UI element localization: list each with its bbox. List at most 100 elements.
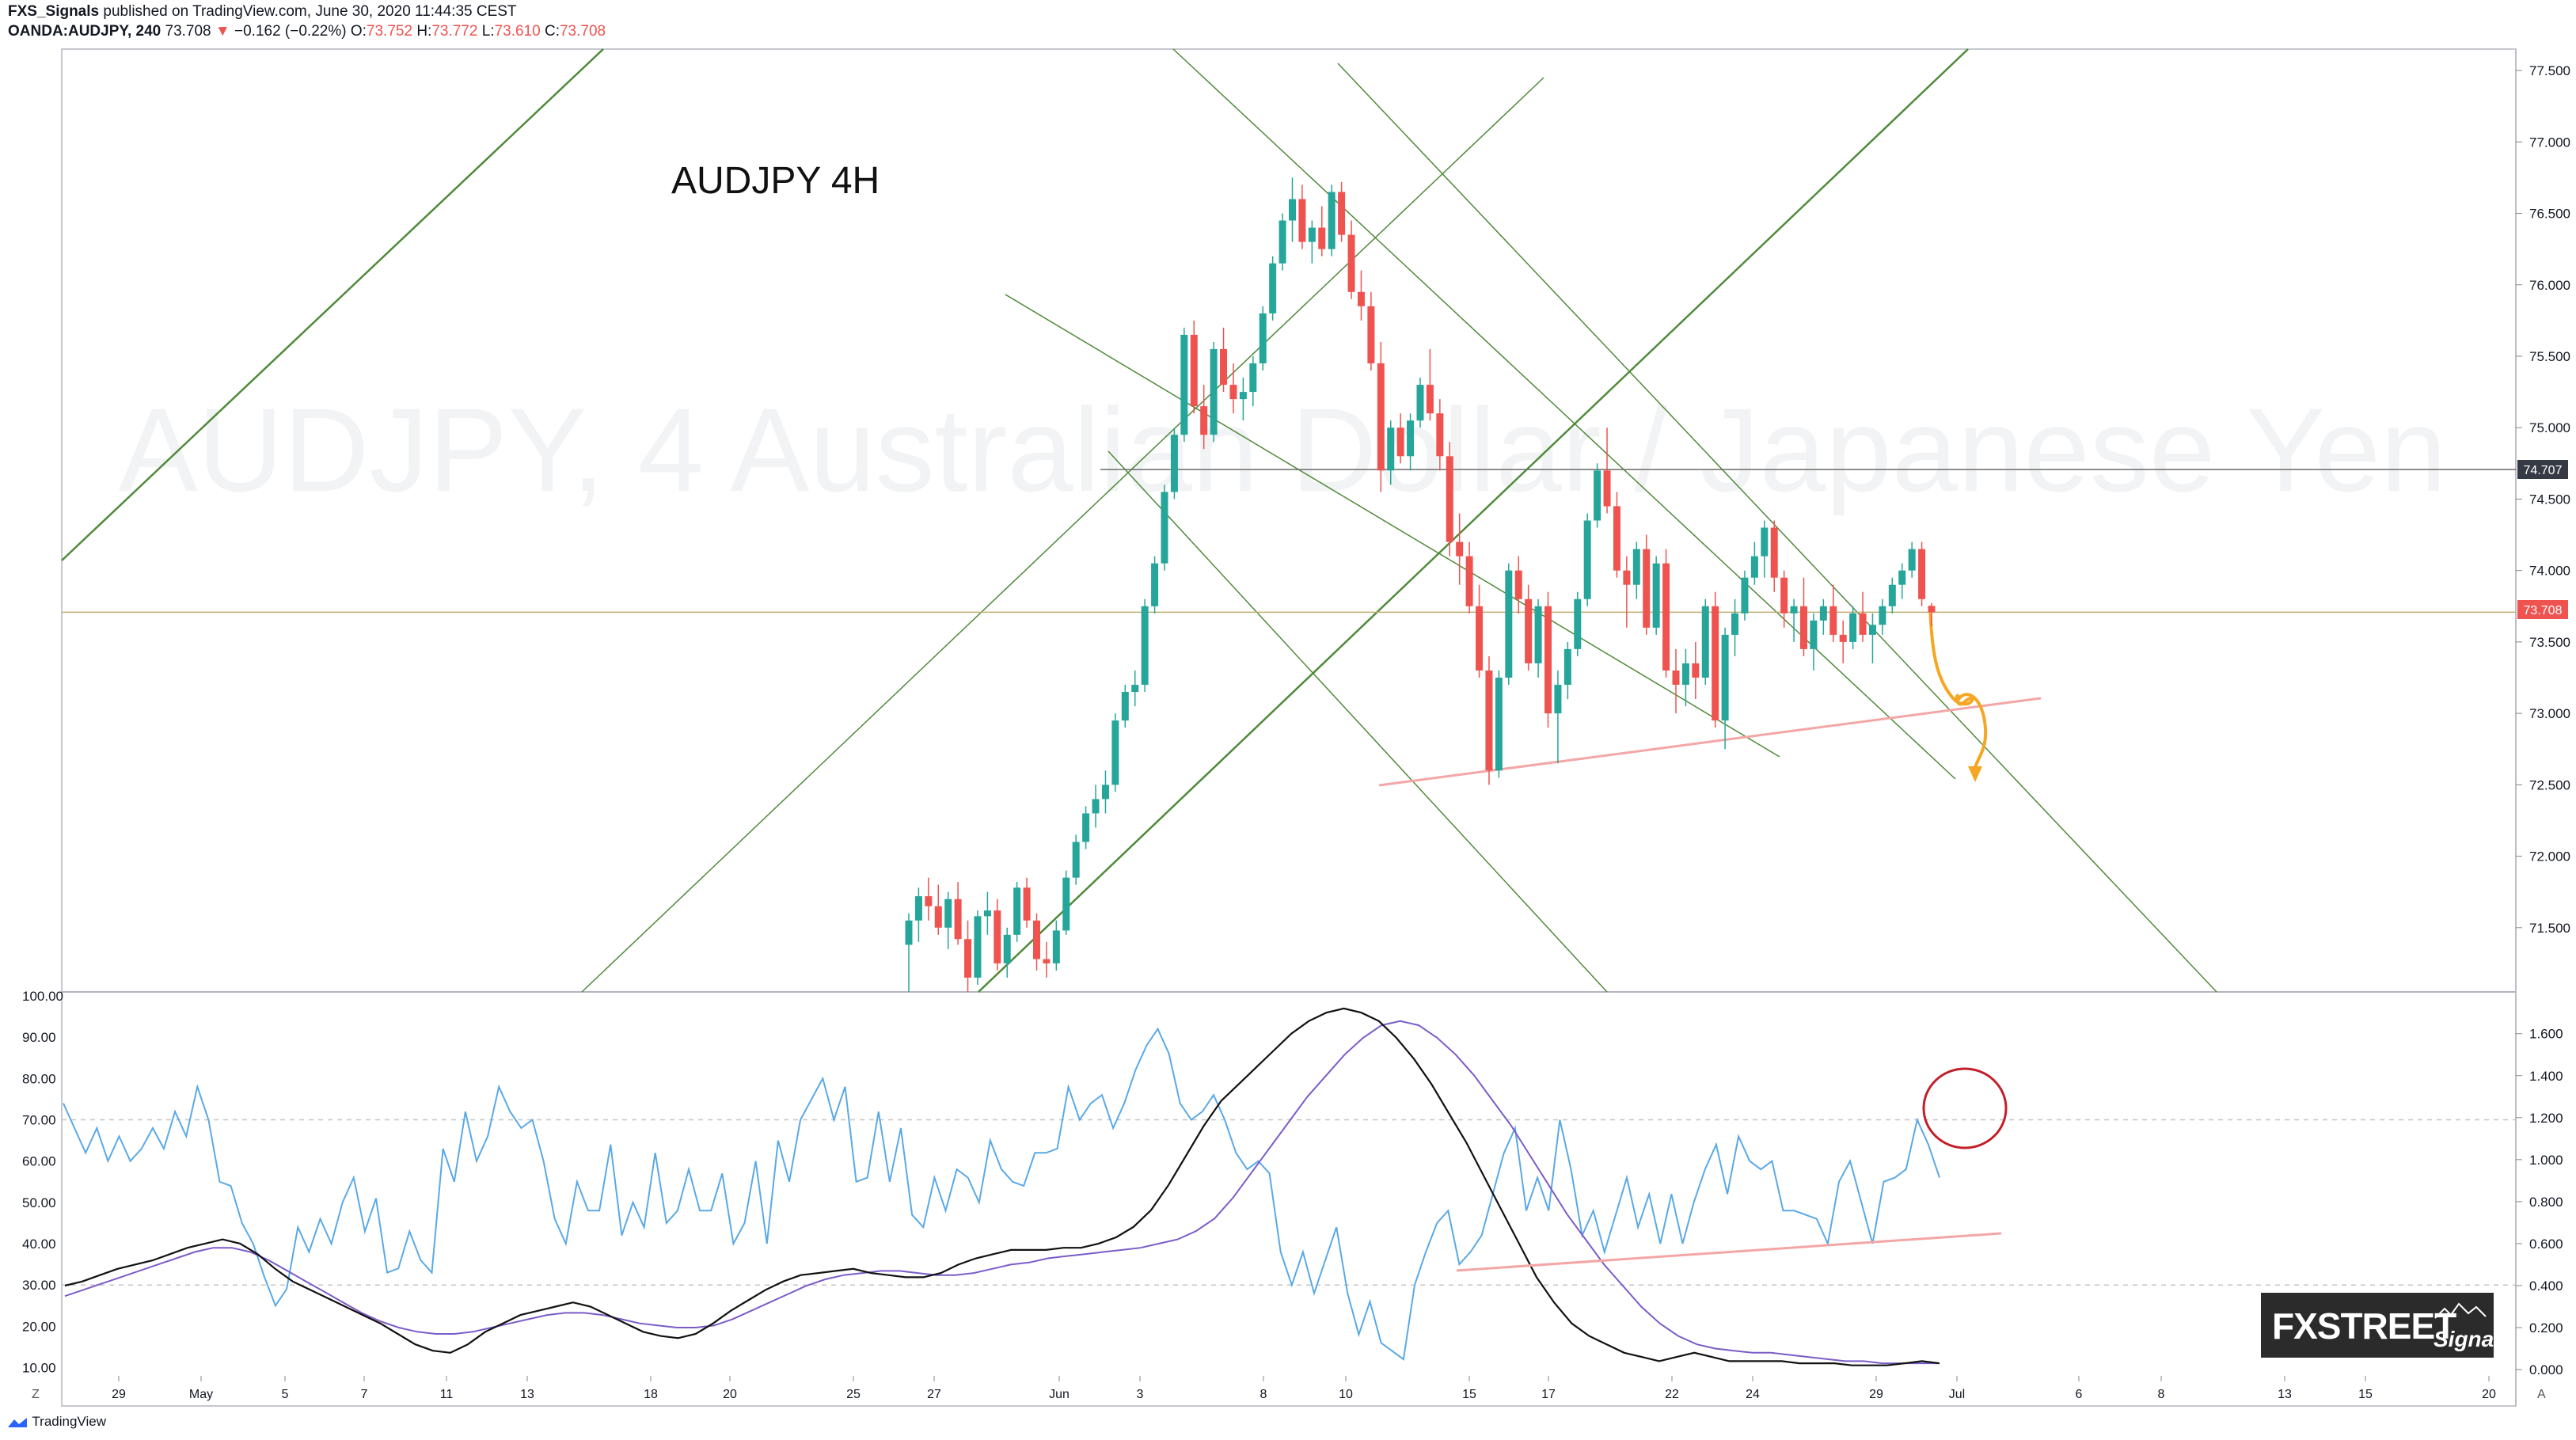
candle-body	[1672, 670, 1680, 686]
indicator-pane[interactable]	[62, 1007, 2516, 1366]
publisher-name[interactable]: FXS_Signals	[8, 3, 100, 20]
candle-body	[1338, 192, 1346, 235]
candle	[1298, 184, 1306, 249]
candle	[1456, 513, 1464, 585]
candle	[1741, 570, 1749, 621]
candle-body	[1839, 634, 1847, 642]
candle-body	[1101, 785, 1109, 800]
tradingview-brand: TradingView	[32, 1414, 106, 1429]
candle-body	[1308, 227, 1316, 242]
open-label: O:	[350, 23, 367, 40]
price-tick-label: 72.500	[2529, 777, 2570, 792]
indicator-left-tick: 30.00	[22, 1278, 56, 1293]
candle	[1446, 442, 1453, 557]
candle	[1868, 613, 1876, 663]
candle	[1780, 570, 1788, 628]
candle-body	[1603, 470, 1611, 507]
candle	[1249, 355, 1257, 407]
candle	[1701, 598, 1709, 686]
candle-body	[1229, 385, 1237, 400]
black-average-line	[64, 1007, 1940, 1366]
stochastic-line	[63, 1027, 1940, 1361]
candle-body	[1800, 606, 1807, 649]
candle-body	[1819, 606, 1827, 621]
candle-body	[925, 896, 933, 906]
indicator-right-axis: 1.600 1.400 1.200 1.000 0.800 0.600 0.400 0.200…	[2516, 1027, 2563, 1377]
candle	[1712, 591, 1719, 728]
support-trendline	[1378, 697, 2042, 787]
price-tick-label: 77.500	[2529, 63, 2570, 78]
indicator-left-tick: 20.00	[22, 1319, 56, 1334]
candle	[1563, 641, 1571, 700]
candle-body	[1761, 527, 1769, 557]
indicator-support-trendline	[1456, 1232, 2002, 1272]
indicator-left-tick: 40.00	[22, 1237, 56, 1252]
candle	[905, 913, 913, 992]
time-tick-label: 22	[1665, 1388, 1679, 1401]
fxstreet-logo-art: FXSTREET Signals	[2272, 1302, 2513, 1351]
candle-body	[1750, 556, 1758, 578]
candle	[1377, 341, 1385, 492]
candle	[1229, 363, 1237, 414]
candle	[1839, 620, 1847, 663]
time-tick-label: 8	[2158, 1388, 2165, 1401]
candle-body	[1013, 887, 1021, 935]
candle	[1407, 413, 1415, 471]
candle-body	[1200, 406, 1208, 435]
symbol-label[interactable]: OANDA:AUDJPY, 240	[8, 23, 161, 40]
candle-body	[1072, 842, 1080, 878]
candle-body	[1741, 577, 1749, 614]
candle-body	[1662, 563, 1670, 671]
close-label: C:	[544, 23, 560, 40]
candle	[1800, 577, 1807, 656]
publish-text: published on TradingView.com, June 30, 2…	[103, 3, 517, 20]
trend-drawings[interactable]	[61, 48, 2217, 993]
candle-body	[1810, 620, 1818, 649]
z-button[interactable]: Z	[32, 1388, 40, 1401]
indicator-left-tick: 90.00	[22, 1030, 56, 1045]
candle-body	[1908, 549, 1916, 571]
time-tick-label: 15	[1462, 1388, 1476, 1401]
indicator-right-tick: 1.600	[2529, 1027, 2563, 1042]
candle-body	[1731, 613, 1739, 635]
candle	[1554, 670, 1562, 764]
price-tick-label: 73.500	[2529, 635, 2570, 650]
price-tick-label: 71.500	[2529, 921, 2570, 936]
candle	[1534, 598, 1542, 678]
candle	[1662, 549, 1670, 678]
candle	[1544, 591, 1552, 728]
price-axis[interactable]: 77.500 77.000 76.500 76.000 75.500 75.000 74.5…	[2516, 63, 2570, 936]
candle	[1908, 541, 1916, 578]
candle-body	[1180, 334, 1188, 435]
chart-title: AUDJPY 4H	[671, 160, 880, 202]
candle-body	[1043, 959, 1051, 963]
indicator-right-tick: 1.000	[2529, 1153, 2563, 1168]
candle	[1672, 648, 1680, 714]
candle-body	[1269, 263, 1277, 313]
time-tick-label: 11	[440, 1388, 454, 1401]
a-button[interactable]: A	[2537, 1388, 2546, 1401]
time-tick-label: 3	[1137, 1388, 1144, 1401]
time-tick-label: 27	[927, 1388, 941, 1401]
candle	[1062, 870, 1070, 935]
candle-body	[994, 910, 1001, 963]
time-tick-label: Jun	[1049, 1388, 1070, 1401]
candle-body	[1033, 920, 1040, 959]
candle-body	[1554, 685, 1562, 714]
candle-body	[1062, 877, 1070, 931]
candle	[1829, 584, 1837, 642]
candle	[1436, 399, 1444, 471]
candle-body	[1868, 625, 1876, 635]
candle	[934, 884, 942, 935]
candle-body	[1879, 606, 1886, 625]
candle	[1426, 348, 1434, 421]
time-axis[interactable]: 29 May 5 7 11 13 18 20 25 27 Jun 3 8 10 15 17 22 24 29 Jul 6…	[112, 1376, 2496, 1401]
candle-body	[1780, 577, 1788, 614]
candle-body	[954, 899, 962, 940]
time-tick-label: 13	[520, 1388, 534, 1401]
tradingview-logo[interactable]: TradingView	[6, 1414, 106, 1430]
horizontal-levels	[62, 469, 2516, 614]
candle	[1810, 613, 1818, 671]
candle	[1623, 556, 1631, 628]
